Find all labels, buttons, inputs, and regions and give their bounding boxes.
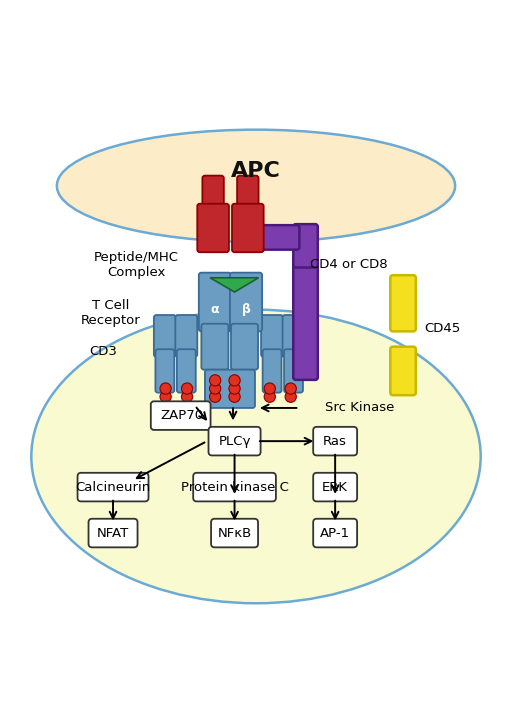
Circle shape xyxy=(160,383,171,394)
FancyBboxPatch shape xyxy=(208,427,261,455)
Circle shape xyxy=(285,391,296,403)
Circle shape xyxy=(229,383,240,394)
Circle shape xyxy=(181,391,193,403)
Text: PLCγ: PLCγ xyxy=(218,434,251,447)
FancyBboxPatch shape xyxy=(177,349,196,392)
Text: β: β xyxy=(242,303,250,316)
FancyBboxPatch shape xyxy=(263,349,282,392)
Text: Protein kinase C: Protein kinase C xyxy=(181,481,288,494)
FancyBboxPatch shape xyxy=(199,273,231,332)
FancyBboxPatch shape xyxy=(201,324,228,370)
Text: ERK: ERK xyxy=(322,481,348,494)
FancyBboxPatch shape xyxy=(154,315,176,357)
Text: CD45: CD45 xyxy=(424,322,461,335)
Text: AP-1: AP-1 xyxy=(320,526,350,539)
Circle shape xyxy=(160,391,171,403)
FancyBboxPatch shape xyxy=(231,324,258,370)
Circle shape xyxy=(209,375,221,386)
FancyBboxPatch shape xyxy=(151,401,210,430)
Text: Peptide/MHC
Complex: Peptide/MHC Complex xyxy=(94,251,179,279)
Text: ZAP70: ZAP70 xyxy=(160,409,204,422)
FancyBboxPatch shape xyxy=(237,176,259,211)
FancyBboxPatch shape xyxy=(283,315,305,357)
FancyBboxPatch shape xyxy=(313,473,357,502)
FancyBboxPatch shape xyxy=(313,519,357,547)
FancyBboxPatch shape xyxy=(202,176,224,211)
FancyBboxPatch shape xyxy=(211,519,258,547)
Text: Ras: Ras xyxy=(323,434,347,447)
Ellipse shape xyxy=(57,130,455,242)
FancyBboxPatch shape xyxy=(205,370,255,408)
Circle shape xyxy=(264,383,275,394)
Circle shape xyxy=(209,391,221,403)
Circle shape xyxy=(229,375,240,386)
Circle shape xyxy=(285,383,296,394)
FancyBboxPatch shape xyxy=(193,473,276,502)
FancyBboxPatch shape xyxy=(261,315,283,357)
Text: NFκB: NFκB xyxy=(218,526,252,539)
FancyBboxPatch shape xyxy=(390,275,416,332)
FancyBboxPatch shape xyxy=(232,203,264,252)
FancyBboxPatch shape xyxy=(243,225,300,250)
Text: Calcineurin: Calcineurin xyxy=(75,481,151,494)
Text: APC: APC xyxy=(231,161,281,180)
Text: CD3: CD3 xyxy=(89,345,117,358)
FancyBboxPatch shape xyxy=(156,349,174,392)
Circle shape xyxy=(264,391,275,403)
FancyBboxPatch shape xyxy=(293,262,318,380)
FancyBboxPatch shape xyxy=(284,349,303,392)
FancyBboxPatch shape xyxy=(390,347,416,395)
Text: NFAT: NFAT xyxy=(97,526,129,539)
FancyBboxPatch shape xyxy=(197,203,229,252)
FancyBboxPatch shape xyxy=(175,315,197,357)
Polygon shape xyxy=(210,278,259,292)
FancyBboxPatch shape xyxy=(293,224,318,268)
FancyBboxPatch shape xyxy=(230,273,262,332)
Text: T Cell
Receptor: T Cell Receptor xyxy=(80,300,140,327)
Circle shape xyxy=(229,391,240,403)
Ellipse shape xyxy=(31,310,481,603)
Text: Src Kinase: Src Kinase xyxy=(325,401,394,414)
Text: CD4 or CD8: CD4 or CD8 xyxy=(310,258,387,272)
Circle shape xyxy=(209,383,221,394)
FancyBboxPatch shape xyxy=(77,473,148,502)
Circle shape xyxy=(181,383,193,394)
Text: α: α xyxy=(210,303,219,316)
FancyBboxPatch shape xyxy=(313,427,357,455)
FancyBboxPatch shape xyxy=(89,519,138,547)
